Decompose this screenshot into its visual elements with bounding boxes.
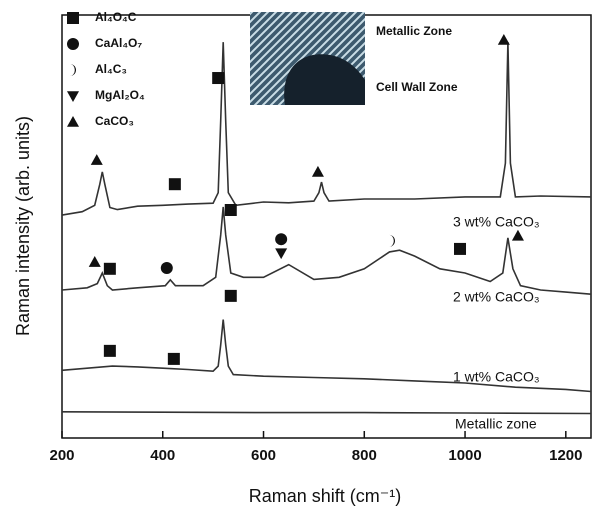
legend-label: CaCO₃	[95, 114, 134, 128]
peak-marker	[224, 204, 237, 217]
legend-symbol	[67, 38, 79, 50]
inset-image	[250, 12, 365, 105]
legend-label: Al₄O₄C	[95, 10, 137, 24]
peak-marker	[212, 72, 225, 85]
peak-marker	[88, 256, 101, 267]
series-label: 3 wt% CaCO₃	[453, 214, 540, 230]
x-tick-label: 200	[49, 447, 74, 464]
peak-marker	[168, 178, 181, 191]
peak-marker	[275, 233, 288, 246]
x-tick-label: 600	[251, 447, 276, 464]
peak-marker	[275, 248, 288, 260]
peak-marker	[160, 261, 173, 274]
inset-label: Metallic Zone	[376, 24, 452, 38]
series-label: 2 wt% CaCO₃	[453, 289, 540, 305]
inset-cell-wall	[284, 54, 365, 105]
inset-label: Cell Wall Zone	[376, 80, 458, 94]
series-label: Metallic zone	[455, 416, 537, 432]
spectrum-line	[61, 319, 592, 393]
peak-marker	[311, 165, 324, 177]
y-axis-title: Raman intensity (arb. units)	[13, 116, 33, 336]
peak-marker	[511, 229, 524, 241]
legend-symbol	[67, 91, 79, 102]
x-tick-label: 1200	[549, 447, 582, 464]
peak-marker	[388, 234, 395, 247]
peak-marker	[454, 242, 467, 255]
legend-label: MgAl₂O₄	[95, 88, 145, 102]
peak-marker	[497, 33, 510, 45]
peak-marker	[224, 289, 237, 302]
legend-symbol	[70, 64, 76, 76]
x-tick-label: 800	[352, 447, 377, 464]
legend-label: CaAl₄O₇	[95, 36, 142, 50]
legend-symbol	[67, 12, 79, 24]
peak-marker	[103, 262, 116, 275]
spectrum-line	[61, 411, 592, 415]
x-tick-label: 400	[150, 447, 175, 464]
x-tick-label: 1000	[448, 447, 481, 464]
x-axis-title: Raman shift (cm⁻¹)	[249, 486, 402, 506]
peak-marker	[103, 344, 116, 357]
series-label: 1 wt% CaCO₃	[453, 369, 540, 385]
legend-symbol	[67, 116, 79, 127]
peak-marker	[90, 154, 103, 165]
spectrum-line	[61, 206, 592, 295]
legend-label: Al₄C₃	[95, 62, 127, 76]
peak-marker	[167, 352, 180, 365]
